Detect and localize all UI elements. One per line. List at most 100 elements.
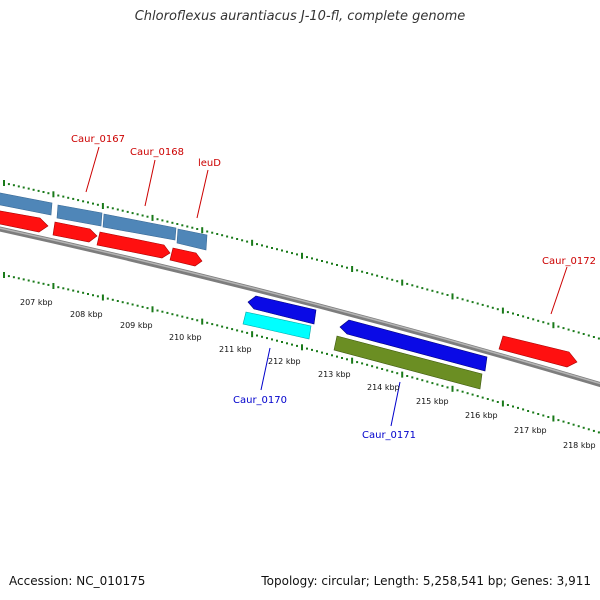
minor-tick [27,279,30,282]
minor-tick [391,370,394,373]
label-caur-0171[interactable]: Caur_0171 [362,430,416,441]
minor-tick [181,315,184,318]
minor-tick [281,249,283,252]
gene-segment-0168-blue-b[interactable] [102,213,177,241]
label-caur-0167[interactable]: Caur_0167 [71,134,125,145]
scale-label: 214 kbp [367,383,400,392]
minor-tick [537,319,540,322]
gene-segment-0168-blue-a[interactable] [56,204,103,227]
minor-tick [572,423,575,426]
minor-tick [381,368,384,370]
gene-arrow-0170-blue[interactable] [247,295,317,325]
minor-tick [426,380,429,383]
scale-label: 211 kbp [219,345,252,354]
minor-tick [441,292,444,295]
minor-tick [547,322,550,325]
gene-arrow-0172-red[interactable] [498,335,578,368]
gene-arrow-0167-red[interactable] [0,210,49,233]
label-caur-0170[interactable]: Caur_0170 [233,395,287,406]
minor-tick [532,411,535,414]
minor-tick [557,325,560,328]
minor-tick [82,291,85,294]
minor-tick [131,303,134,306]
minor-tick [421,379,424,382]
leader-caur-0167 [85,146,100,193]
label-leuD[interactable]: leuD [198,158,221,169]
genome-backbone [0,226,600,388]
gene-arrow-0171-blue[interactable] [339,319,488,372]
major-tick [451,385,454,392]
minor-tick [376,274,379,277]
leader-caur-0170 [260,347,271,391]
minor-tick [306,347,308,350]
minor-tick [92,202,94,205]
minor-tick [421,287,424,290]
gene-arrow-leuD-red[interactable] [169,247,203,267]
gene-block-0171-olive[interactable] [333,335,483,390]
minor-tick [7,183,10,186]
minor-tick [311,348,313,351]
minor-tick [316,350,318,353]
minor-tick [161,219,164,222]
minor-tick [441,384,444,387]
minor-tick [572,330,575,333]
minor-tick [426,288,429,291]
minor-tick [597,431,600,434]
minor-tick [597,337,600,340]
major-tick [301,344,303,351]
major-tick [251,239,254,246]
leader-leuD [196,169,209,219]
minor-tick [371,365,374,368]
minor-tick [191,318,194,321]
minor-tick [316,258,318,261]
minor-tick [211,231,214,234]
minor-tick [391,278,394,281]
minor-tick [481,303,484,306]
gene-arrow-0169-red[interactable] [96,231,171,259]
minor-tick [466,392,469,395]
minor-tick [537,413,540,415]
label-caur-0168[interactable]: Caur_0168 [130,147,184,158]
minor-tick [67,288,70,291]
scale-labels: 207 kbp 208 kbp 209 kbp 210 kbp 211 kbp … [20,298,596,450]
gene-block-0170-cyan[interactable] [242,311,312,340]
minor-tick [461,390,464,393]
minor-tick [406,375,409,377]
minor-tick [491,306,494,309]
label-caur-0172[interactable]: Caur_0172 [542,256,596,267]
minor-tick [431,289,434,292]
scale-label: 210 kbp [169,333,202,342]
minor-tick [446,294,449,296]
minor-tick [446,386,449,389]
minor-tick [82,200,85,203]
major-tick [401,279,404,286]
minor-tick [276,248,278,251]
minor-tick [286,250,288,253]
minor-tick [231,236,234,239]
leader-caur-0171 [390,381,401,427]
scale-label: 217 kbp [514,426,547,435]
minor-tick [171,221,174,224]
gene-arrow-0168-red[interactable] [52,221,98,243]
minor-tick [376,366,379,369]
major-tick [101,294,104,301]
minor-tick [291,252,293,255]
minor-tick [216,324,219,327]
minor-tick [281,341,283,343]
minor-tick [311,257,313,260]
minor-tick [186,225,189,228]
minor-tick [582,333,585,335]
gene-segment-0167-blue[interactable] [0,192,53,216]
minor-tick [396,372,399,375]
minor-tick [261,335,263,338]
gene-segment-leuD-blue[interactable] [176,228,208,251]
minor-tick [336,264,338,266]
minor-tick [77,199,80,202]
minor-tick [221,234,224,237]
minor-tick [587,334,590,337]
minor-tick [136,213,139,216]
minor-tick [361,270,364,273]
major-tick [501,400,504,407]
minor-tick [286,342,288,345]
minor-tick [331,354,333,357]
